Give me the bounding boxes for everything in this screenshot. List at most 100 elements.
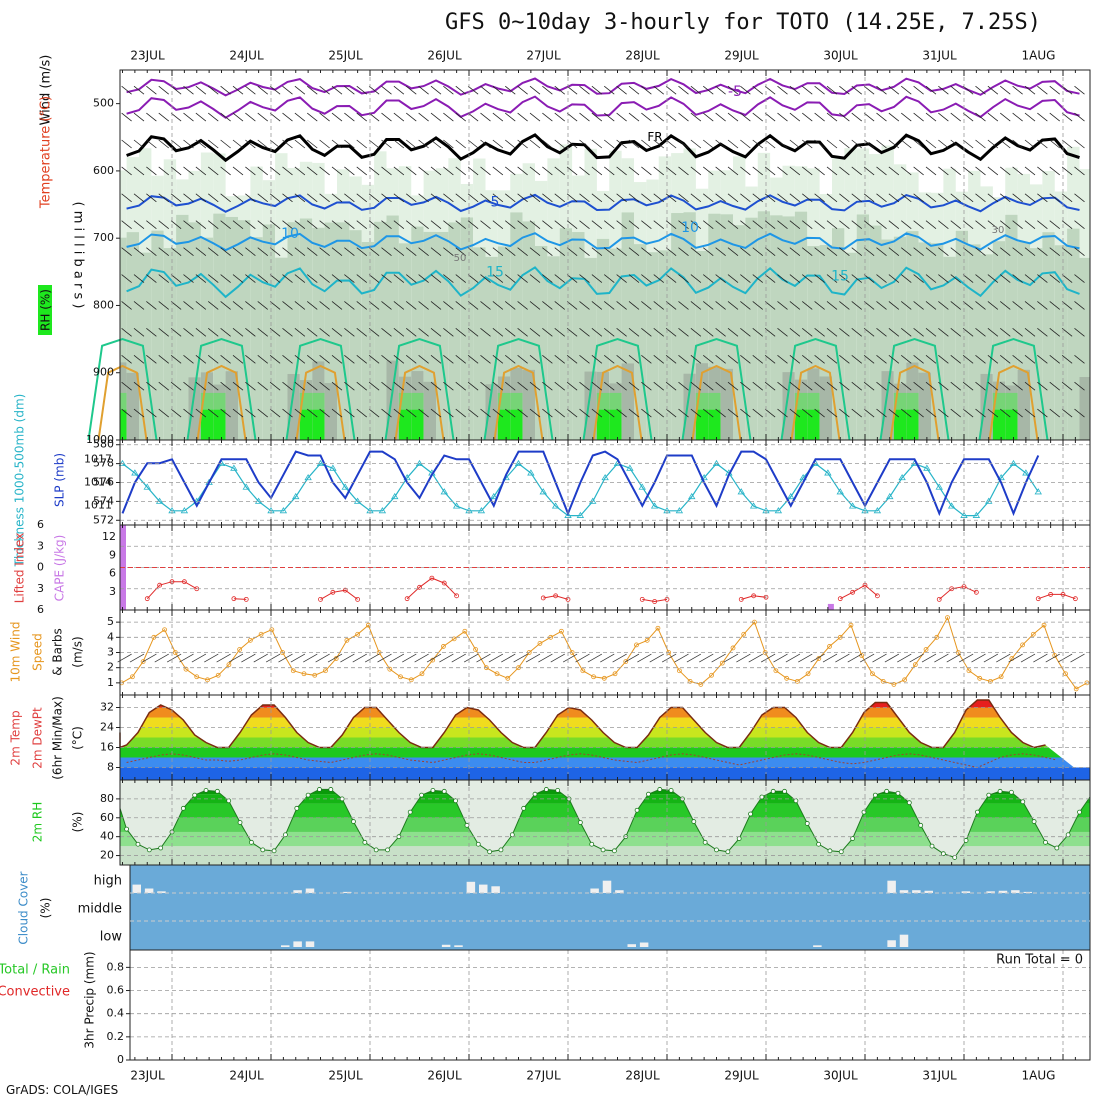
- rh2m-marker: [793, 798, 799, 804]
- wind10m-marker: [623, 659, 629, 665]
- wind-barb: [208, 85, 219, 95]
- wind-barb: [566, 85, 578, 95]
- rh-shade-mid: [473, 247, 486, 440]
- rh2m-marker: [600, 847, 606, 853]
- wind-barb: [950, 112, 961, 122]
- wind10m-barb: [389, 653, 405, 663]
- wind-barb: [604, 354, 615, 364]
- wind-barb: [703, 301, 714, 310]
- wind-barb: [839, 220, 850, 230]
- wind-barb: [628, 85, 640, 95]
- wind-barb: [480, 166, 491, 176]
- wind-barb: [975, 354, 986, 364]
- wind-barb: [170, 381, 182, 391]
- wind-barb: [566, 274, 578, 283]
- wind-barb: [121, 328, 132, 337]
- wind-barb: [418, 112, 429, 122]
- wind10m-barb: [154, 653, 169, 663]
- wind-barb: [282, 112, 293, 122]
- wind-barb: [913, 166, 924, 176]
- wind-barb: [505, 274, 516, 283]
- rh2m-marker: [453, 798, 458, 804]
- wind-barb: [690, 354, 702, 364]
- wind-barb: [467, 220, 479, 230]
- wind-barb: [950, 220, 961, 230]
- wind-barb: [789, 139, 801, 149]
- wind-barb: [220, 354, 231, 364]
- wind-barb: [727, 166, 739, 176]
- date-label-bottom: 31JUL: [922, 1069, 957, 1083]
- wind-barb: [406, 301, 417, 310]
- wind-barb: [802, 85, 813, 95]
- wind-barb: [938, 139, 949, 149]
- wind-barb: [257, 193, 268, 203]
- wind10m-marker: [977, 675, 983, 681]
- wind-barb: [480, 139, 491, 149]
- wind-barb: [1012, 112, 1023, 122]
- lifted-index-marker: [1048, 592, 1054, 597]
- wind-barb: [925, 328, 937, 337]
- wind-barb: [814, 85, 825, 95]
- wind-barb: [368, 166, 380, 176]
- thickness-marker: [787, 492, 795, 500]
- wind-barb: [492, 381, 504, 391]
- wind-barb: [133, 328, 145, 337]
- rh2m-marker: [714, 847, 719, 853]
- wind-barb: [183, 247, 194, 256]
- wind-barb: [851, 166, 862, 176]
- wind-barb: [146, 112, 157, 122]
- wind-barb: [740, 328, 751, 337]
- wind-barb: [133, 166, 145, 176]
- wind10m-barb: [699, 653, 714, 663]
- thickness-marker: [391, 492, 399, 500]
- wind-barb: [319, 166, 330, 176]
- wind-barb: [381, 328, 392, 337]
- wind-barb: [740, 408, 751, 418]
- wind10m-barb: [488, 653, 504, 663]
- wind-barb: [170, 247, 182, 256]
- wind-barb: [455, 247, 466, 256]
- wind-barb: [430, 220, 442, 230]
- wind-barb: [492, 408, 504, 418]
- wind-barb: [839, 112, 850, 122]
- wind-barb: [1037, 247, 1048, 256]
- wind-barb: [665, 139, 677, 149]
- wind-barb: [975, 112, 986, 122]
- wind-barb: [480, 220, 491, 230]
- wind-barb: [653, 139, 664, 149]
- wind-barb: [901, 247, 912, 256]
- contour-label-5: 5: [491, 195, 500, 211]
- wind-barb: [863, 328, 875, 337]
- wind10m-barb: [637, 653, 652, 663]
- wind-barb: [740, 381, 751, 391]
- wind-barb: [987, 220, 999, 230]
- contour-label-rh30: 30: [992, 225, 1005, 236]
- rh2m-marker: [532, 791, 538, 797]
- wind10m-barb: [600, 653, 615, 663]
- thickness-marker: [118, 459, 127, 467]
- wind-barb: [158, 381, 169, 391]
- lifted-index-marker: [243, 596, 249, 602]
- rh-shade-bright: [1005, 409, 1018, 440]
- wind-barb: [826, 274, 838, 283]
- rh2m-marker: [691, 819, 697, 824]
- wind-barb: [962, 274, 974, 283]
- wind-barb: [863, 85, 875, 95]
- wind-barb: [641, 408, 652, 418]
- temp-band: [120, 767, 1090, 780]
- wind-barb: [665, 220, 677, 230]
- wind-barb: [1012, 408, 1023, 418]
- rh-shade-bright: [893, 409, 907, 440]
- wind-barb: [505, 85, 516, 95]
- wind-barb: [517, 247, 528, 256]
- cloud-bg: [130, 865, 1090, 950]
- wind-barb: [282, 247, 293, 256]
- wind-barb: [987, 247, 999, 256]
- wind-barb: [133, 301, 145, 310]
- wind-barb: [158, 354, 169, 364]
- wind-barb: [591, 408, 603, 418]
- wind-barb: [282, 193, 293, 203]
- wind-barb: [406, 328, 417, 337]
- rh-shade-dark: [188, 377, 201, 440]
- wind-barb: [319, 112, 330, 122]
